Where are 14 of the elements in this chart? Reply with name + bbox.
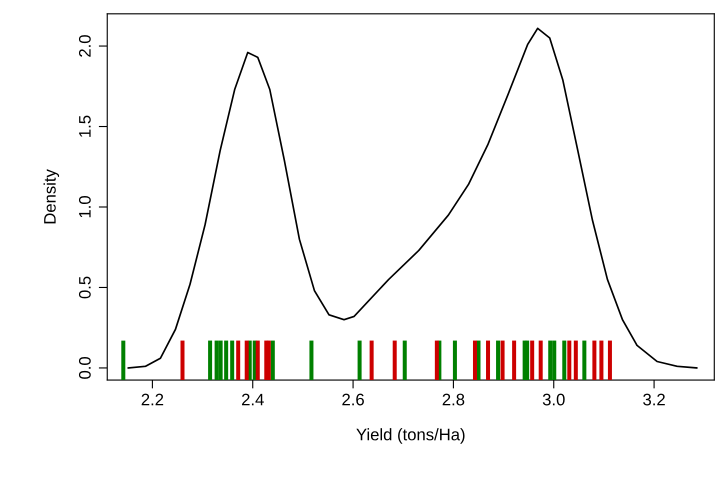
x-tick-label: 2.4 (242, 394, 264, 406)
y-tick-label: 1.0 (78, 196, 91, 218)
x-tick-label: 3.0 (542, 394, 565, 406)
x-tick-label: 3.2 (643, 394, 665, 406)
y-tick-label: 0.0 (78, 357, 91, 379)
y-tick-label: 0.5 (78, 276, 91, 298)
line-series (127, 28, 698, 369)
y-tick-label: 1.5 (79, 116, 91, 137)
y-tick-label: 2.0 (78, 35, 91, 57)
x-tick-label: 2.8 (442, 394, 464, 406)
x-tick-label: 2.2 (142, 394, 164, 406)
x-axis-title: Yield (tons/Ha) (356, 428, 465, 444)
x-tick-label: 2.6 (342, 394, 364, 406)
y-axis-title: Density (44, 169, 60, 224)
